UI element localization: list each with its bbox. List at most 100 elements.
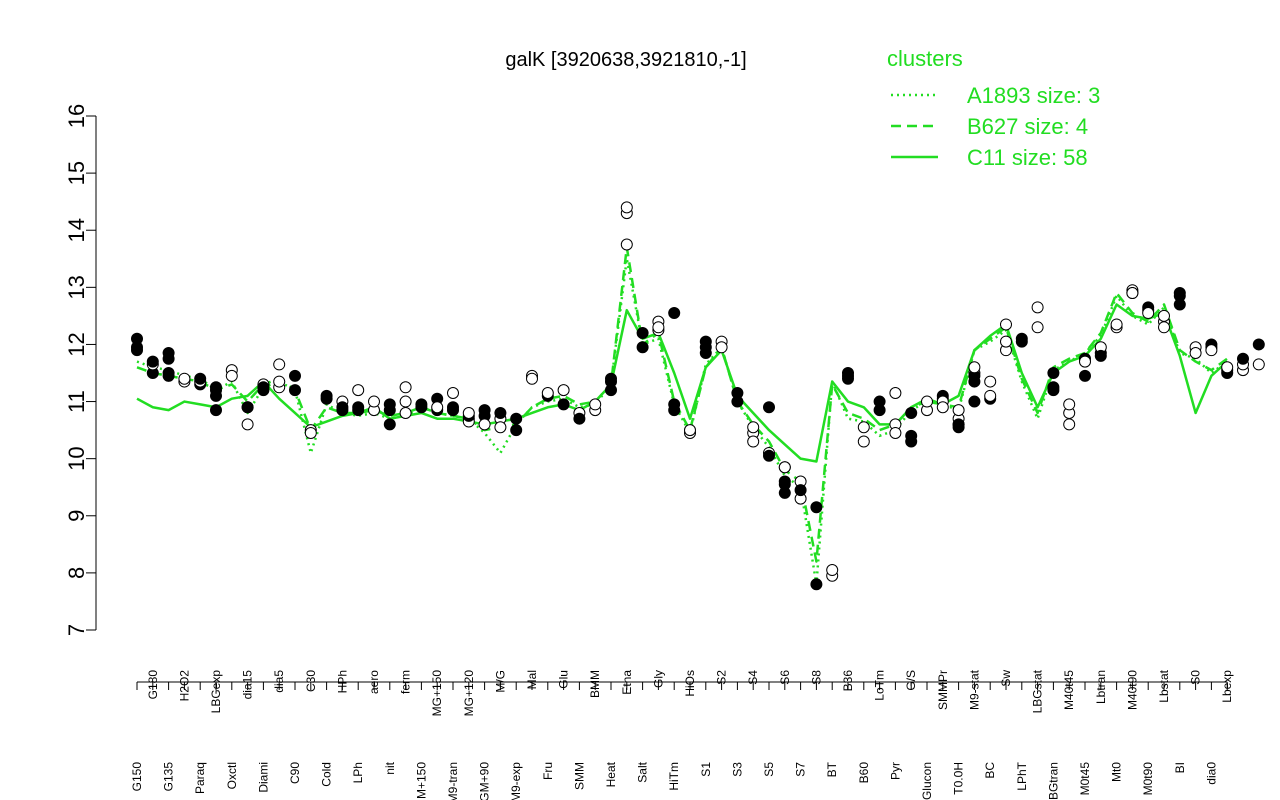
data-point [289, 384, 301, 397]
data-point [747, 435, 760, 448]
data-point [162, 369, 175, 382]
data-point [1252, 338, 1265, 351]
data-point [368, 395, 380, 408]
x-tick-label: BMM [588, 670, 602, 698]
x-tick-label: ferm [399, 670, 413, 694]
x-tick-label: M9-tran [446, 762, 460, 800]
x-tick-label: G/S [904, 670, 918, 691]
x-tick-label: Glucon [920, 762, 934, 800]
data-point [526, 372, 538, 385]
x-tick-label: C90 [288, 762, 302, 784]
data-point [557, 398, 570, 411]
data-point [478, 404, 491, 417]
data-point [1189, 347, 1202, 360]
data-point [494, 406, 507, 419]
series-layer [136, 246, 1229, 586]
x-tick-label: Salt [636, 761, 650, 782]
data-point [747, 421, 760, 434]
data-point [131, 344, 143, 357]
data-point [778, 461, 791, 474]
x-tick-label: B60 [857, 762, 871, 784]
data-point [1063, 398, 1076, 411]
data-point [210, 389, 222, 402]
x-axis: G150 G180 G135 H2O2 Paraq LBGexp Oxctl dia15 Dia… [130, 669, 1234, 800]
data-point [1047, 367, 1060, 379]
x-tick-label: M9-exp [509, 762, 523, 800]
data-point [1205, 344, 1218, 357]
data-point [541, 386, 554, 399]
data-point [905, 406, 918, 419]
data-point [652, 321, 665, 334]
data-point [715, 341, 728, 354]
data-point [857, 421, 870, 434]
x-tick-label: S0 [1189, 670, 1203, 685]
x-tick-label: BT [825, 761, 839, 777]
x-tick-label: nit [383, 761, 397, 774]
data-point [763, 401, 775, 414]
x-tick-label: Mt0 [1110, 762, 1124, 782]
data-point [320, 389, 333, 402]
x-tick-label: S8 [809, 670, 823, 685]
x-tick-label: Sw [999, 670, 1013, 687]
x-tick-label: Lbexp [1220, 670, 1234, 703]
data-point [146, 355, 159, 368]
data-point [478, 418, 491, 431]
x-tick-label: MG+150 [430, 670, 444, 717]
x-tick-label: M40t90 [1125, 670, 1139, 710]
points-layer [131, 201, 1265, 591]
x-tick-label: Pyr [888, 762, 902, 780]
data-point [636, 327, 649, 340]
x-tick-label: C30 [304, 670, 318, 692]
data-point [921, 395, 933, 408]
x-tick-label: BC [983, 762, 997, 779]
legend-label: C11 size: 58 [967, 145, 1088, 170]
x-tick-label: Cold [320, 762, 334, 787]
data-point [668, 404, 681, 417]
data-point [857, 435, 870, 448]
x-tick-label: S7 [794, 762, 808, 777]
data-point [620, 238, 633, 251]
x-tick-label: dia5 [272, 670, 286, 693]
data-point [1000, 318, 1012, 331]
data-point [810, 501, 823, 514]
data-point [1142, 307, 1155, 320]
y-tick-label: 14 [64, 218, 89, 242]
data-point [1158, 321, 1170, 334]
data-point [826, 564, 839, 577]
data-point [778, 478, 791, 491]
data-point [1031, 301, 1044, 314]
data-point [589, 398, 602, 411]
x-tick-label: M9-stat [967, 669, 981, 710]
x-tick-label: Gly [651, 670, 665, 688]
data-point [289, 369, 301, 382]
data-point [573, 412, 586, 425]
data-point [763, 449, 775, 462]
x-tick-label: B36 [841, 670, 855, 692]
x-tick-label: M0t45 [1078, 762, 1092, 796]
data-point [1126, 287, 1139, 300]
data-point [241, 418, 254, 431]
data-point [952, 404, 965, 417]
data-point [968, 361, 981, 374]
data-point [462, 406, 475, 419]
x-tick-label: LBGexp [209, 670, 223, 714]
x-tick-label: Mal [525, 670, 539, 689]
data-point [984, 389, 997, 402]
y-tick-label: 11 [64, 390, 89, 413]
x-tick-label: HiOs [683, 670, 697, 697]
x-tick-label: HiTm [667, 762, 681, 791]
data-point [889, 426, 902, 439]
data-point [557, 384, 570, 397]
data-point [668, 307, 681, 320]
data-point [905, 435, 918, 448]
x-tick-label: LoTm [873, 670, 887, 701]
data-point [1221, 361, 1234, 374]
data-point [684, 424, 696, 437]
data-point [620, 201, 633, 214]
legend-label: A1893 size: 3 [967, 83, 1100, 108]
x-tick-label: LPhT [1015, 761, 1029, 790]
y-tick-label: 13 [64, 275, 89, 299]
x-tick-label: Lbstat [1157, 669, 1171, 702]
data-point [1094, 349, 1107, 362]
